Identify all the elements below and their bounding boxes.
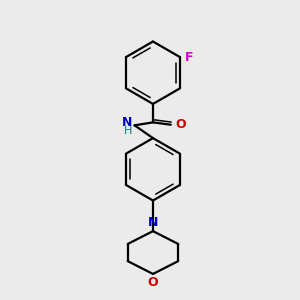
Text: N: N bbox=[148, 216, 158, 229]
Text: O: O bbox=[148, 276, 158, 289]
Text: O: O bbox=[175, 118, 186, 131]
Text: N: N bbox=[122, 116, 132, 130]
Text: H: H bbox=[124, 126, 132, 136]
Text: F: F bbox=[185, 51, 194, 64]
